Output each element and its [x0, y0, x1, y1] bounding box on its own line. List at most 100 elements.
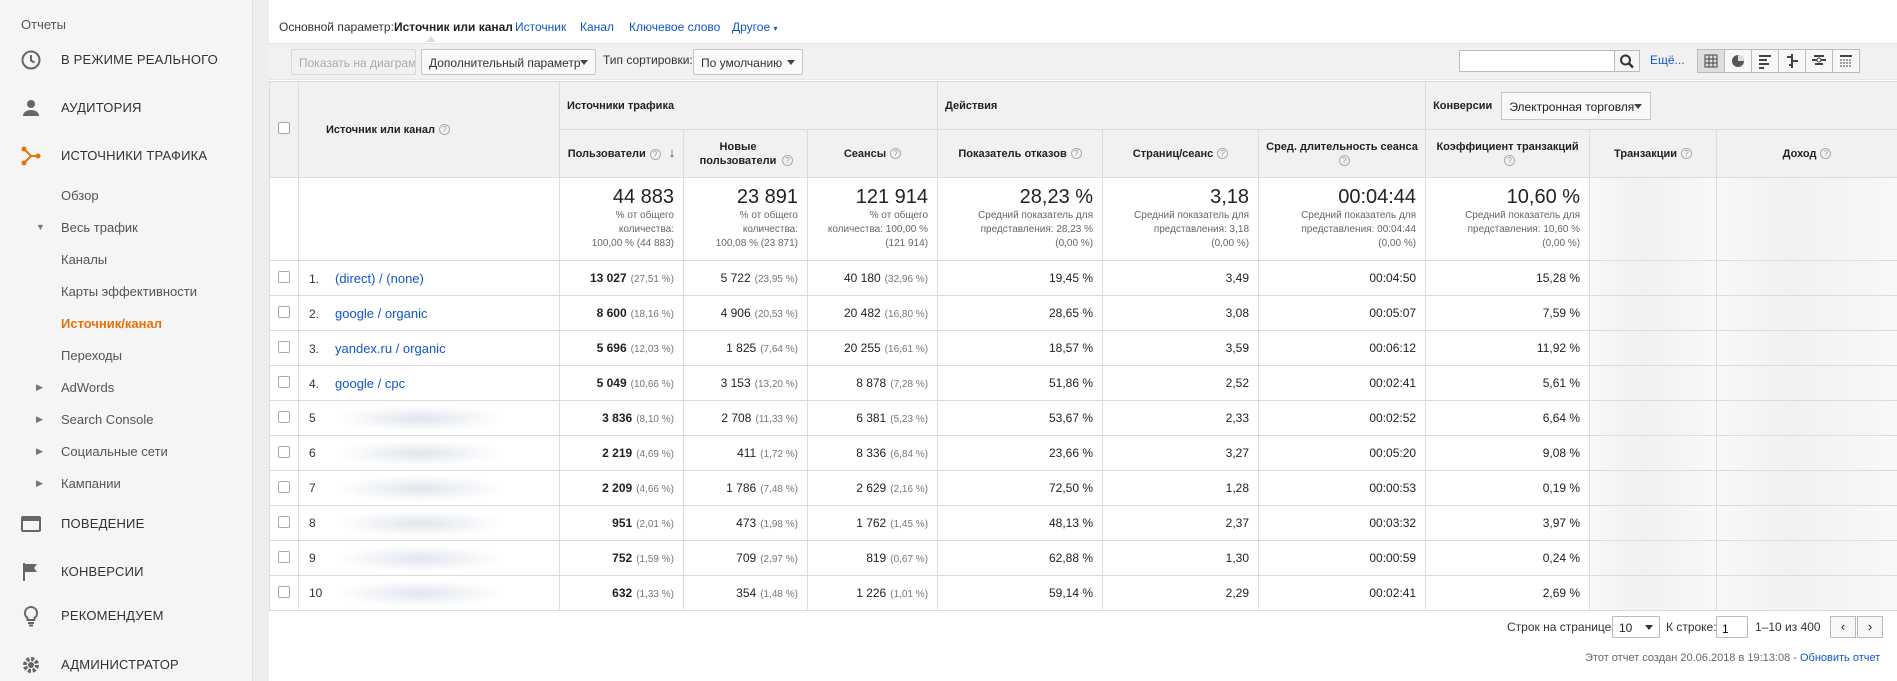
- view-table-button[interactable]: [1697, 49, 1725, 73]
- nav-behavior[interactable]: ПОВЕДЕНИЕ: [0, 507, 253, 539]
- collapsed-arrow-icon[interactable]: ▶: [36, 478, 43, 488]
- nav-adwords[interactable]: AdWords: [61, 380, 115, 395]
- view-term-cloud-button[interactable]: [1805, 49, 1833, 73]
- source-medium-link[interactable]: yandex.ru / organic: [335, 340, 446, 356]
- dimension-header[interactable]: Источник или канал?: [298, 81, 560, 178]
- row-index: 6: [309, 446, 316, 460]
- users-value: 8 600: [596, 306, 627, 320]
- row-checkbox[interactable]: [278, 550, 290, 563]
- nav-overview[interactable]: Обзор: [61, 188, 99, 203]
- nav-realtime[interactable]: В РЕЖИМЕ РЕАЛЬНОГО: [0, 43, 253, 75]
- row-checkbox[interactable]: [278, 410, 290, 423]
- sort-type-dropdown[interactable]: По умолчанию: [693, 49, 803, 75]
- prev-page-button[interactable]: ‹: [1830, 616, 1856, 638]
- totals-ecom-rate-line1: Средний показатель для: [1465, 210, 1581, 221]
- row-checkbox[interactable]: [278, 270, 290, 283]
- ecom-rate-cell: 0,19 %: [1425, 470, 1591, 506]
- totals-new-users-value: 23 891: [736, 186, 798, 208]
- revenue-header[interactable]: Доход?: [1716, 129, 1897, 178]
- row-checkbox[interactable]: [278, 445, 290, 458]
- bounce-rate-header[interactable]: Показатель отказов?: [937, 129, 1104, 178]
- plot-rows-button[interactable]: Показать на диаграмме: [291, 49, 416, 75]
- view-comparison-button[interactable]: [1778, 49, 1806, 73]
- collapsed-arrow-icon[interactable]: ▶: [36, 382, 43, 392]
- nav-search-console[interactable]: Search Console: [61, 412, 154, 427]
- search-button[interactable]: [1614, 50, 1640, 72]
- nav-treemaps[interactable]: Карты эффективности: [61, 284, 197, 299]
- row-checkbox[interactable]: [278, 515, 290, 528]
- pages-session-header[interactable]: Страниц/сеанс?: [1102, 129, 1260, 178]
- help-icon[interactable]: ?: [1070, 148, 1082, 160]
- totals-ecom-rate-line3: (0,00 %): [1542, 238, 1581, 249]
- nav-acquisition[interactable]: ИСТОЧНИКИ ТРАФИКА: [0, 139, 253, 171]
- source-medium-link[interactable]: google / cpc: [335, 375, 406, 391]
- table-search-input[interactable]: [1459, 50, 1615, 72]
- ecom-rate-header[interactable]: Коэффициент транзакций?: [1425, 129, 1591, 178]
- dimension-source[interactable]: Источник: [515, 20, 567, 34]
- row-select-cell: [269, 505, 299, 541]
- nav-conversions[interactable]: КОНВЕРСИИ: [0, 555, 253, 587]
- row-checkbox[interactable]: [278, 340, 290, 353]
- goto-row-input[interactable]: [1716, 616, 1748, 638]
- more-options-link[interactable]: Ещё...: [1650, 53, 1685, 67]
- new-users-value: 1 825: [726, 341, 757, 355]
- help-icon[interactable]: ?: [1820, 148, 1832, 160]
- help-icon[interactable]: ?: [1504, 155, 1516, 167]
- new-users-cell: 1 786 (7,48 %): [683, 470, 808, 506]
- ecom-rate-cell: 9,08 %: [1425, 435, 1591, 471]
- nav-admin[interactable]: АДМИНИСТРАТОР: [0, 648, 253, 680]
- next-page-button[interactable]: ›: [1857, 616, 1883, 638]
- source-medium-link[interactable]: (direct) / (none): [335, 270, 424, 286]
- totals-users-value: 44 883: [612, 186, 674, 208]
- expanded-arrow-icon[interactable]: ▼: [36, 222, 45, 232]
- help-icon[interactable]: ?: [890, 148, 902, 160]
- row-checkbox[interactable]: [278, 585, 290, 598]
- help-icon[interactable]: ?: [439, 124, 451, 136]
- users-value: 2 209: [602, 481, 633, 495]
- source-medium-link[interactable]: google / organic: [335, 305, 428, 321]
- nav-campaigns[interactable]: Кампании: [61, 476, 121, 491]
- conversion-type-dropdown[interactable]: Электронная торговля: [1501, 91, 1652, 120]
- nav-channels[interactable]: Каналы: [61, 252, 108, 267]
- view-pivot-button[interactable]: [1832, 49, 1860, 73]
- dimension-keyword[interactable]: Ключевое слово: [629, 20, 721, 34]
- help-icon[interactable]: ?: [1338, 155, 1350, 167]
- row-checkbox[interactable]: [278, 305, 290, 318]
- help-icon[interactable]: ?: [782, 155, 793, 167]
- help-icon[interactable]: ?: [649, 148, 661, 160]
- row-index: 10: [309, 586, 323, 600]
- users-value: 632: [612, 586, 633, 600]
- select-all-checkbox[interactable]: [278, 122, 290, 134]
- new-users-value: 709: [736, 551, 757, 565]
- row-checkbox[interactable]: [278, 375, 290, 388]
- collapsed-arrow-icon[interactable]: ▶: [36, 446, 43, 456]
- nav-audience[interactable]: АУДИТОРИЯ: [0, 91, 253, 123]
- transactions-header[interactable]: Транзакции?: [1589, 129, 1718, 178]
- view-pie-button[interactable]: [1724, 49, 1752, 73]
- help-icon[interactable]: ?: [1681, 148, 1693, 160]
- rows-per-page-select[interactable]: 10: [1612, 616, 1660, 638]
- users-header[interactable]: Пользователи? ↓: [559, 129, 684, 178]
- table-toolbar: Показать на диаграмме Дополнительный пар…: [269, 43, 1897, 80]
- collapsed-arrow-icon[interactable]: ▶: [36, 414, 43, 424]
- refresh-report-link[interactable]: Обновить отчет: [1799, 652, 1881, 664]
- secondary-dimension-dropdown[interactable]: Дополнительный параметр: [421, 49, 596, 75]
- pages-session-value: 2,29: [1225, 586, 1250, 600]
- row-checkbox[interactable]: [278, 480, 290, 493]
- users-cell: 752 (1,59 %): [559, 540, 684, 576]
- avg-duration-header[interactable]: Сред. длительность сеанса?: [1258, 129, 1427, 178]
- nav-source-medium[interactable]: Источник/канал: [61, 316, 162, 331]
- view-performance-button[interactable]: [1751, 49, 1779, 73]
- sessions-value: 6 381: [856, 411, 887, 425]
- dimension-medium[interactable]: Канал: [580, 20, 614, 34]
- bar-chart-icon: [1759, 55, 1771, 69]
- help-icon[interactable]: ?: [1217, 148, 1229, 160]
- nav-referrals[interactable]: Переходы: [61, 348, 122, 363]
- new-users-header[interactable]: Новые пользователи?: [683, 129, 808, 178]
- nav-social[interactable]: Социальные сети: [61, 444, 168, 459]
- nav-recommend[interactable]: РЕКОМЕНДУЕМ: [0, 599, 253, 631]
- sessions-header[interactable]: Сеансы?: [806, 129, 939, 178]
- dimension-other[interactable]: Другое ▾: [732, 20, 778, 34]
- sessions-value: 20 482: [843, 306, 881, 320]
- nav-all-traffic[interactable]: Весь трафик: [61, 220, 138, 235]
